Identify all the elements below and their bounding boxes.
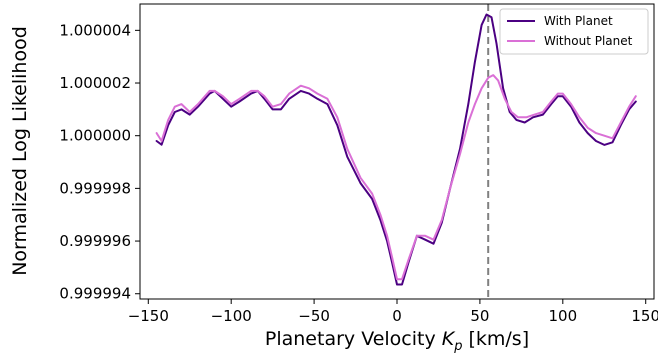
x-tick-label: 100 xyxy=(548,307,577,325)
series-layer xyxy=(155,13,637,286)
y-tick-label: 1.000002 xyxy=(59,74,131,92)
x-axis-label: Planetary Velocity Kp [km/s] xyxy=(265,328,529,354)
y-axis-ticks: 0.999994 0.999996 0.999998 1.000000 1.000002… xyxy=(59,21,140,303)
legend-label-with-planet: With Planet xyxy=(544,14,613,28)
x-axis-symbol: K xyxy=(442,328,456,350)
y-tick-label: 1.000000 xyxy=(59,127,131,145)
x-axis-unit: [km/s] xyxy=(468,328,529,350)
x-tick-label: −150 xyxy=(128,307,169,325)
x-axis-ticks: −150 −100 −50 0 50 100 150 xyxy=(128,299,658,325)
x-axis-subscript: p xyxy=(453,339,462,354)
x-tick-label: 50 xyxy=(470,307,489,325)
x-tick-label: 0 xyxy=(392,307,402,325)
legend-box xyxy=(499,8,649,55)
series-line-without-planet xyxy=(155,74,637,281)
x-tick-label: −100 xyxy=(211,307,252,325)
y-tick-label: 0.999998 xyxy=(59,179,131,197)
y-tick-label: 1.000004 xyxy=(59,21,131,39)
x-tick-label: −50 xyxy=(298,307,330,325)
y-tick-label: 0.999994 xyxy=(59,285,131,303)
legend: With Planet Without Planet xyxy=(499,8,649,55)
y-axis-label: Normalized Log Likelihood xyxy=(9,26,31,276)
series-line-with-planet xyxy=(155,13,637,286)
x-tick-label: 150 xyxy=(631,307,658,325)
x-axis-label-text: Planetary Velocity xyxy=(265,328,436,350)
y-tick-label: 0.999996 xyxy=(59,232,131,250)
legend-label-without-planet: Without Planet xyxy=(544,34,633,48)
